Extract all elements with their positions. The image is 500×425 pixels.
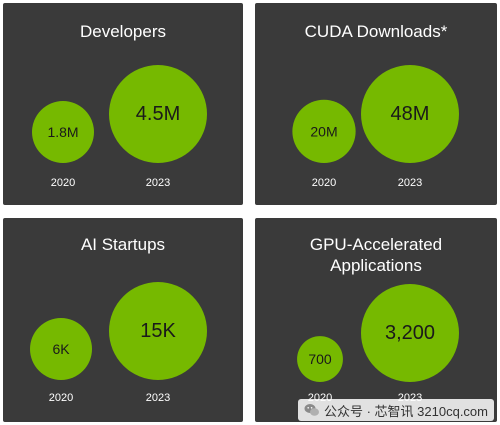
watermark: 公众号 · 芯智讯 3210cq.com bbox=[298, 399, 494, 421]
bubble-value-label: 4.5M bbox=[136, 103, 180, 125]
year-tick-label: 2023 bbox=[146, 177, 170, 189]
year-tick-label: 2023 bbox=[146, 392, 170, 404]
bubble-chart: 6K 2020 15K 2023 bbox=[30, 282, 207, 404]
chart-panel-1: Developers 1.8M 2020 4.5M 2023 bbox=[3, 3, 243, 205]
chart-title: Developers bbox=[80, 22, 166, 41]
bubble-chart: 20M 2020 48M 2023 bbox=[292, 65, 459, 189]
year-tick-label: 2023 bbox=[398, 177, 422, 189]
bubble-2020 bbox=[32, 101, 94, 163]
bubble-value-label: 3,200 bbox=[385, 322, 435, 344]
bubble-value-label: 700 bbox=[308, 351, 332, 367]
chart-panel-2: CUDA Downloads* 20M 2020 48M 2023 bbox=[255, 3, 497, 205]
chart-panel-3: AI Startups 6K 2020 15K 2023 bbox=[3, 218, 243, 422]
bubble-value-label: 48M bbox=[391, 103, 430, 125]
bubble-value-label: 20M bbox=[310, 123, 337, 139]
chart-title: GPU-Accelerated Applications bbox=[309, 235, 443, 275]
bubble-2023 bbox=[361, 284, 459, 382]
bubble-2020 bbox=[292, 99, 356, 163]
year-tick-label: 2020 bbox=[49, 392, 73, 404]
bubble-2023 bbox=[361, 65, 459, 163]
bubble-2023 bbox=[109, 65, 207, 163]
bubble-value-label: 15K bbox=[140, 320, 176, 342]
bubble-2020 bbox=[297, 336, 343, 382]
year-tick-label: 2020 bbox=[51, 177, 75, 189]
bubble-2020 bbox=[30, 318, 92, 380]
watermark-text: 公众号 · 芯智讯 3210cq.com bbox=[324, 403, 488, 419]
bubble-chart: 1.8M 2020 4.5M 2023 bbox=[32, 65, 207, 189]
wechat-icon bbox=[304, 404, 319, 416]
bubble-value-label: 6K bbox=[52, 341, 70, 357]
chart-panel-4: GPU-Accelerated Applications 700 2020 3,20… bbox=[255, 218, 497, 422]
year-tick-label: 2020 bbox=[312, 177, 336, 189]
bubble-value-label: 1.8M bbox=[47, 124, 78, 140]
chart-title: AI Startups bbox=[80, 235, 166, 254]
chart-title: CUDA Downloads* bbox=[304, 22, 448, 41]
bubble-2023 bbox=[109, 282, 207, 380]
